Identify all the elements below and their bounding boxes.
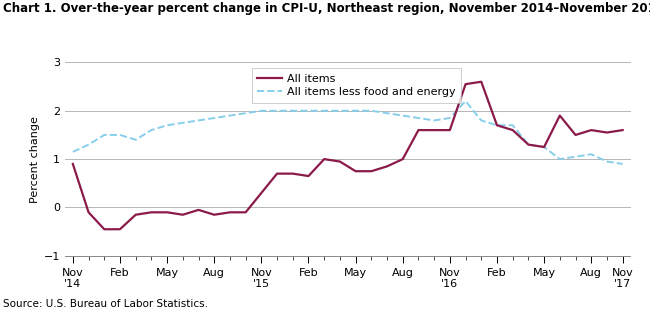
All items less food and energy (540, 145, 548, 149)
All items less food and energy (194, 119, 202, 122)
All items (211, 213, 218, 217)
All items less food and energy (352, 109, 359, 113)
All items less food and energy (69, 150, 77, 154)
All items (226, 210, 234, 214)
All items less food and energy (179, 121, 187, 125)
All items less food and energy (242, 111, 250, 115)
All items less food and energy (383, 111, 391, 115)
All items less food and energy (588, 152, 595, 156)
All items less food and energy (462, 99, 469, 103)
All items less food and energy (163, 123, 171, 127)
All items (509, 128, 517, 132)
All items less food and energy (226, 114, 234, 117)
All items less food and energy (84, 143, 92, 146)
All items (477, 80, 485, 84)
All items (305, 174, 313, 178)
All items less food and energy (336, 109, 344, 113)
All items less food and energy (132, 138, 140, 142)
Legend: All items, All items less food and energy: All items, All items less food and energ… (252, 68, 462, 103)
All items (556, 114, 564, 117)
All items (588, 128, 595, 132)
All items (571, 133, 579, 137)
All items (603, 131, 611, 134)
All items less food and energy (320, 109, 328, 113)
All items (289, 172, 296, 175)
All items (194, 208, 202, 212)
All items less food and energy (415, 116, 422, 120)
All items (415, 128, 422, 132)
All items less food and energy (509, 123, 517, 127)
All items (179, 213, 187, 217)
All items (84, 210, 92, 214)
All items (383, 164, 391, 168)
All items less food and energy (525, 143, 532, 146)
All items (540, 145, 548, 149)
Text: Chart 1. Over-the-year percent change in CPI-U, Northeast region, November 2014–: Chart 1. Over-the-year percent change in… (3, 2, 650, 15)
All items less food and energy (257, 109, 265, 113)
All items less food and energy (367, 109, 375, 113)
All items less food and energy (603, 160, 611, 163)
All items (525, 143, 532, 146)
Line: All items: All items (73, 82, 623, 229)
All items (430, 128, 438, 132)
All items (69, 162, 77, 166)
All items less food and energy (493, 123, 501, 127)
All items less food and energy (446, 116, 454, 120)
All items (399, 157, 407, 161)
All items less food and energy (571, 155, 579, 158)
All items (257, 191, 265, 195)
All items less food and energy (148, 128, 155, 132)
All items less food and energy (211, 116, 218, 120)
All items less food and energy (556, 157, 564, 161)
All items (320, 157, 328, 161)
All items (163, 210, 171, 214)
All items (273, 172, 281, 175)
All items (242, 210, 250, 214)
All items less food and energy (305, 109, 313, 113)
All items (336, 160, 344, 163)
All items (446, 128, 454, 132)
All items less food and energy (430, 119, 438, 122)
All items (462, 82, 469, 86)
All items (100, 227, 108, 231)
All items less food and energy (477, 119, 485, 122)
All items less food and energy (619, 162, 627, 166)
All items less food and energy (399, 114, 407, 117)
All items less food and energy (273, 109, 281, 113)
All items (493, 123, 501, 127)
All items (352, 169, 359, 173)
All items (148, 210, 155, 214)
All items less food and energy (116, 133, 124, 137)
All items (367, 169, 375, 173)
All items less food and energy (100, 133, 108, 137)
All items (132, 213, 140, 217)
Line: All items less food and energy: All items less food and energy (73, 101, 623, 164)
All items less food and energy (289, 109, 296, 113)
All items (619, 128, 627, 132)
Text: Source: U.S. Bureau of Labor Statistics.: Source: U.S. Bureau of Labor Statistics. (3, 299, 208, 309)
All items (116, 227, 124, 231)
Y-axis label: Percent change: Percent change (30, 116, 40, 202)
